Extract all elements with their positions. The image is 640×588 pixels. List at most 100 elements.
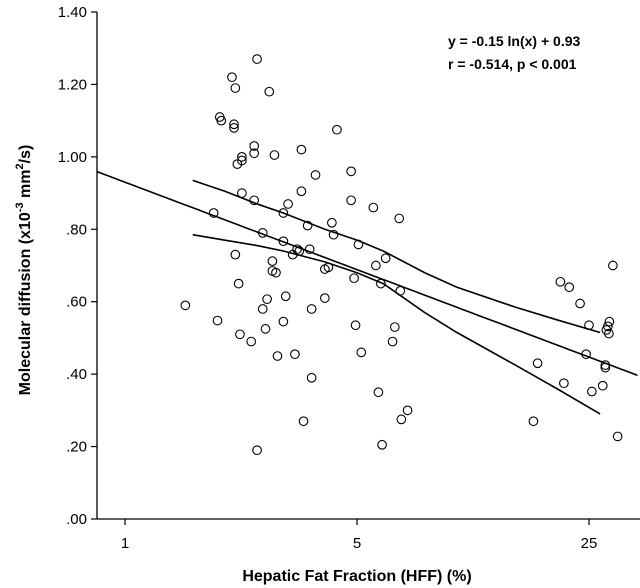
data-point	[373, 387, 384, 398]
data-point	[304, 244, 315, 255]
x-tick-label: 1	[121, 535, 129, 552]
data-point	[271, 267, 281, 278]
data-point	[252, 445, 262, 456]
data-point	[377, 439, 387, 450]
data-point	[230, 83, 241, 93]
data-point	[212, 315, 223, 326]
data-point	[376, 278, 386, 289]
data-point	[227, 72, 237, 83]
confidence-band-lower	[192, 233, 601, 415]
y-tick-label: .20	[66, 439, 87, 456]
data-point	[559, 378, 569, 389]
data-point	[600, 362, 611, 373]
confidence-band-upper	[192, 179, 601, 334]
y-tick-label: 1.20	[58, 76, 87, 93]
data-point	[230, 249, 241, 260]
data-point	[235, 329, 245, 340]
data-point	[575, 298, 585, 309]
data-point	[612, 431, 623, 442]
data-point	[260, 324, 271, 334]
data-point	[269, 150, 280, 160]
plot-area	[97, 54, 638, 456]
data-point	[310, 170, 321, 180]
y-tick-label: 1.00	[58, 149, 87, 166]
data-point	[302, 220, 313, 231]
data-point	[229, 119, 239, 130]
data-point	[249, 141, 260, 151]
data-point	[249, 195, 260, 206]
data-point	[532, 358, 543, 369]
data-point	[350, 320, 361, 331]
data-point	[604, 328, 614, 339]
data-point	[278, 236, 289, 247]
data-point	[581, 349, 591, 360]
data-point	[396, 414, 407, 425]
data-point	[402, 405, 413, 416]
data-point	[252, 54, 262, 64]
data-point	[346, 166, 356, 177]
data-point	[323, 262, 334, 273]
data-point	[296, 144, 307, 155]
data-point	[296, 186, 307, 197]
data-point	[395, 286, 406, 296]
data-point	[528, 416, 539, 427]
data-point	[292, 244, 302, 255]
data-point	[604, 316, 615, 327]
data-point	[298, 416, 309, 427]
data-point	[208, 208, 219, 218]
data-point	[306, 372, 317, 383]
correlation-annotation: r = -0.514, p < 0.001	[448, 56, 577, 72]
x-axis-title: Hepatic Fat Fraction (HFF) (%)	[242, 568, 471, 585]
y-tick-label: 1.40	[58, 4, 87, 21]
data-point	[267, 256, 278, 267]
data-point	[564, 282, 575, 293]
data-point	[306, 304, 317, 314]
data-point	[394, 213, 405, 224]
data-point	[257, 304, 268, 314]
data-point	[233, 278, 244, 289]
data-point	[586, 386, 597, 397]
data-point	[278, 208, 289, 218]
data-point	[249, 148, 260, 159]
data-point	[229, 123, 239, 133]
data-point	[278, 316, 289, 327]
data-point	[380, 253, 391, 264]
data-point	[600, 360, 611, 370]
data-point	[608, 260, 618, 271]
data-point	[257, 228, 268, 238]
data-point	[389, 322, 400, 332]
data-point	[356, 347, 367, 358]
axes: .00 .20 .40 .60 .80 1.00 1.20 1.40 1 5 25	[58, 4, 640, 552]
y-tick-label: .60	[66, 294, 87, 311]
fit-equation-annotation: y = -0.15 ln(x) + 0.93	[448, 33, 581, 49]
data-point	[353, 239, 364, 250]
y-tick-label: .40	[66, 366, 87, 383]
data-point	[328, 229, 339, 240]
data-point	[216, 115, 227, 126]
data-point	[555, 276, 566, 287]
x-tick-label: 5	[353, 535, 361, 552]
data-point	[294, 246, 305, 256]
data-point	[262, 294, 272, 305]
data-point	[603, 321, 613, 332]
data-point	[180, 300, 191, 311]
y-axis-title: Molecular diffusion (x10-3 mm2/s)	[14, 145, 34, 396]
data-point	[368, 202, 379, 213]
data-point	[371, 260, 381, 271]
data-point	[246, 336, 257, 347]
data-point	[319, 293, 330, 303]
data-point	[237, 188, 247, 198]
y-tick-label: .80	[66, 221, 87, 238]
data-point	[264, 86, 275, 97]
data-point	[332, 124, 342, 135]
data-point	[349, 273, 359, 284]
data-point	[327, 217, 337, 228]
y-tick-label: .00	[66, 511, 87, 528]
regression-line	[97, 170, 638, 377]
data-point	[272, 351, 283, 361]
data-point	[280, 291, 291, 302]
x-tick-label: 25	[581, 535, 598, 552]
data-point	[290, 349, 300, 360]
data-point	[597, 380, 608, 391]
